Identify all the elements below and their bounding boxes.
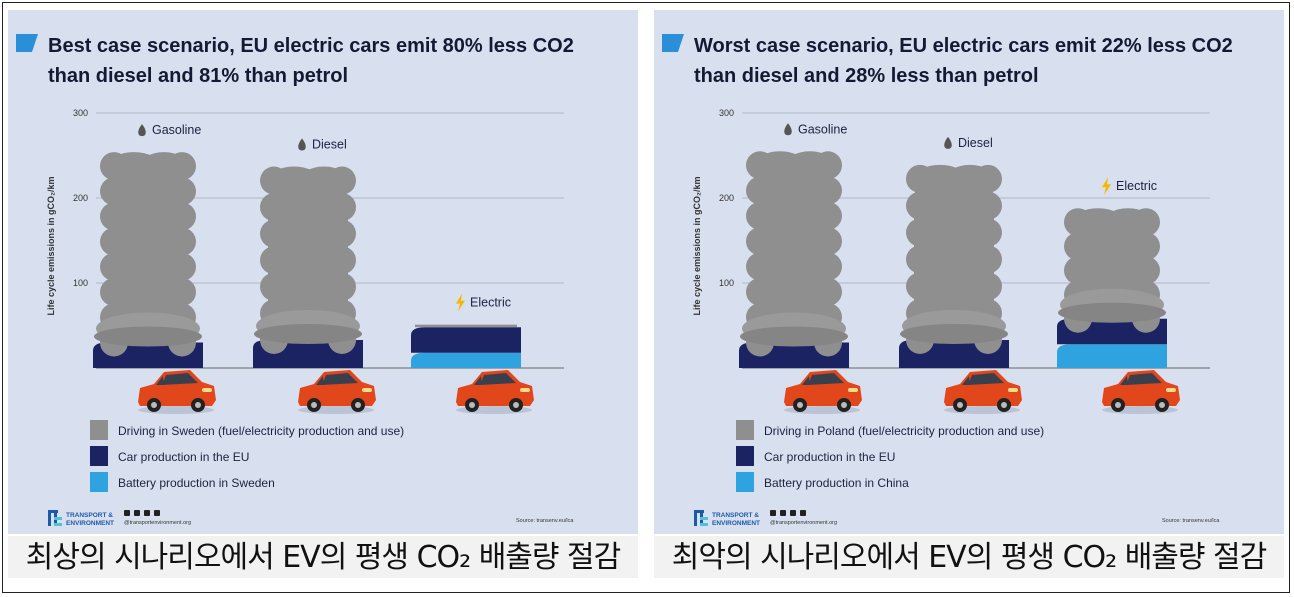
chart-title-line-1: than diesel and 81% than petrol [48, 65, 348, 87]
category-label-gasoline: Gasoline [798, 122, 847, 136]
legend-label-1: Car production in the EU [764, 450, 895, 464]
twitter-icon [770, 510, 776, 516]
legend-swatch-1 [90, 446, 108, 466]
instagram-icon [790, 510, 796, 516]
legend-swatch-2 [736, 472, 754, 492]
y-tick-label-100: 100 [719, 278, 734, 288]
car-icon-1-1 [944, 370, 1022, 414]
category-label-electric: Electric [1116, 179, 1157, 193]
legend-label-2: Battery production in China [764, 476, 909, 490]
bar-battery-electric [1057, 344, 1167, 368]
chart-title-line-0: Worst case scenario, EU electric cars em… [694, 35, 1233, 57]
caption-worst-case: 최악의 시나리오에서 EV의 평생 CO₂ 배출량 절감 [671, 540, 1267, 575]
legend-swatch-0 [90, 420, 108, 440]
linkedin-icon [800, 510, 806, 516]
fuel-drop-icon-0-1 [298, 138, 306, 151]
chart-title-line-0: Best case scenario, EU electric cars emi… [48, 35, 574, 57]
category-label-diesel: Diesel [312, 138, 347, 152]
y-tick-label-300: 300 [73, 108, 88, 118]
chart-panel-best-case: Best case scenario, EU electric cars emi… [8, 10, 638, 534]
car-icon-1-0 [784, 370, 862, 414]
legend-swatch-0 [736, 420, 754, 440]
lightning-icon-1-2 [1102, 177, 1111, 196]
facebook-icon [780, 510, 786, 516]
y-tick-label-300: 300 [719, 108, 734, 118]
facebook-icon [134, 510, 140, 516]
legend-label-1: Car production in the EU [118, 450, 249, 464]
bar-car-production-electric [411, 327, 521, 353]
y-tick-label-100: 100 [73, 278, 88, 288]
bar-battery-electric [411, 352, 521, 368]
y-tick-label-200: 200 [73, 193, 88, 203]
chart-best-case: Best case scenario, EU electric cars emi… [16, 34, 574, 527]
fuel-drop-icon-0-0 [138, 124, 146, 137]
lightning-icon-0-2 [456, 293, 465, 312]
fuel-drop-icon-1-1 [944, 136, 952, 149]
category-label-diesel: Diesel [958, 136, 993, 150]
y-axis-label: Life cycle emissions in gCO₂/km [46, 176, 56, 315]
caption-background-left [8, 536, 638, 578]
category-label-electric: Electric [470, 296, 511, 310]
legend-label-0: Driving in Sweden (fuel/electricity prod… [118, 424, 404, 438]
te-logo [48, 510, 62, 526]
bar-driving-diesel [254, 166, 362, 354]
twitter-icon [124, 510, 130, 516]
logo-line-2: ENVIRONMENT [66, 520, 114, 527]
logo-line-1: TRANSPORT & [66, 512, 113, 519]
linkedin-icon [154, 510, 160, 516]
bar-driving-electric [415, 324, 517, 328]
legend-swatch-1 [736, 446, 754, 466]
bar-driving-diesel [900, 164, 1008, 354]
legend-label-2: Battery production in Sweden [118, 476, 275, 490]
car-icon-0-1 [298, 370, 376, 414]
title-accent-icon [16, 34, 38, 52]
instagram-icon [144, 510, 150, 516]
chart-panel-worst-case: Worst case scenario, EU electric cars em… [654, 10, 1284, 534]
y-tick-label-200: 200 [719, 193, 734, 203]
logo-handle: @transportenvironment.org [770, 520, 837, 526]
legend-swatch-2 [90, 472, 108, 492]
logo-line-1: TRANSPORT & [712, 512, 759, 519]
car-icon-0-0 [138, 370, 216, 414]
source-note: Source: transenv.eu/lca [1162, 518, 1220, 524]
caption-background-right [654, 536, 1284, 578]
fuel-drop-icon-1-0 [784, 123, 792, 136]
caption-best-case: 최상의 시나리오에서 EV의 평생 CO₂ 배출량 절감 [25, 540, 621, 575]
bar-driving-gasoline [94, 152, 202, 357]
te-logo [694, 510, 708, 526]
source-note: Source: transenv.eu/lca [516, 518, 574, 524]
chart-title-line-1: than diesel and 28% less than petrol [694, 65, 1039, 87]
legend-label-0: Driving in Poland (fuel/electricity prod… [764, 424, 1044, 438]
logo-line-2: ENVIRONMENT [712, 520, 760, 527]
title-accent-icon [662, 34, 684, 52]
y-axis-label: Life cycle emissions in gCO₂/km [692, 176, 702, 315]
bar-driving-electric [1058, 208, 1166, 333]
car-icon-1-2 [1102, 370, 1180, 414]
chart-worst-case: Worst case scenario, EU electric cars em… [662, 34, 1233, 527]
bar-driving-gasoline [740, 151, 848, 357]
logo-handle: @transportenvironment.org [124, 520, 191, 526]
car-icon-0-2 [456, 370, 534, 414]
category-label-gasoline: Gasoline [152, 123, 201, 137]
